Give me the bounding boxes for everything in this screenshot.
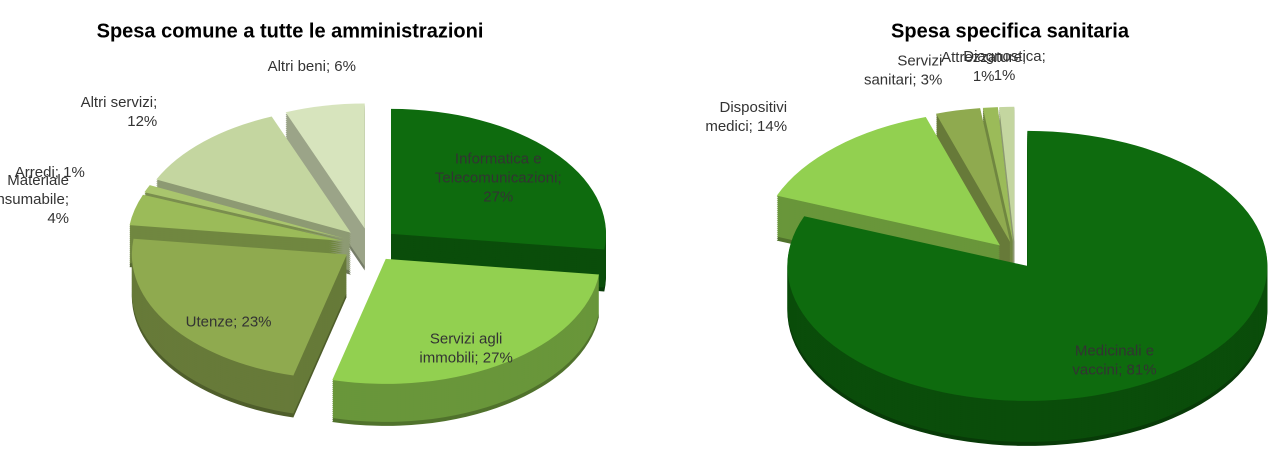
slice [982, 107, 1013, 242]
slice [936, 108, 1011, 243]
slice-side [982, 118, 1013, 253]
data-label: Medicinali e vaccini; 81% [1072, 342, 1156, 378]
data-label: Diagnostica; 1% [963, 48, 1046, 84]
slice-side [982, 114, 1013, 249]
slice [391, 108, 607, 250]
data-label: Arredi; 1% [15, 164, 85, 181]
slice [776, 116, 1000, 246]
slice [285, 103, 365, 229]
data-label: Altri beni; 6% [268, 58, 356, 75]
slice-side [982, 108, 1013, 243]
data-label: Servizi sanitari; 3% [864, 52, 942, 88]
slice [999, 106, 1015, 242]
slice [787, 130, 1268, 401]
data-label: Attrezzature; 1% [941, 49, 1026, 85]
slice-side [982, 112, 1013, 247]
chart-title: Spesa comune a tutte le amministrazioni [97, 20, 484, 42]
slice [332, 258, 600, 384]
data-label: Utenze; 23% [186, 313, 272, 330]
slice [129, 194, 343, 241]
chart-title: Spesa specifica sanitaria [891, 20, 1130, 42]
slice-side [982, 116, 1013, 251]
slice [131, 238, 347, 376]
slice-side [982, 110, 1013, 245]
data-label: Dispositivi medici; 14% [705, 99, 787, 135]
data-label: Informatica e Telecomunicazioni; 27% [435, 151, 562, 206]
slice [156, 116, 351, 233]
data-label: Materialeconsumabile;4% [0, 172, 69, 227]
data-label: Altri servizi; 12% [81, 94, 158, 130]
slice [144, 185, 345, 239]
data-label: Servizi agli immobili; 27% [419, 330, 512, 366]
